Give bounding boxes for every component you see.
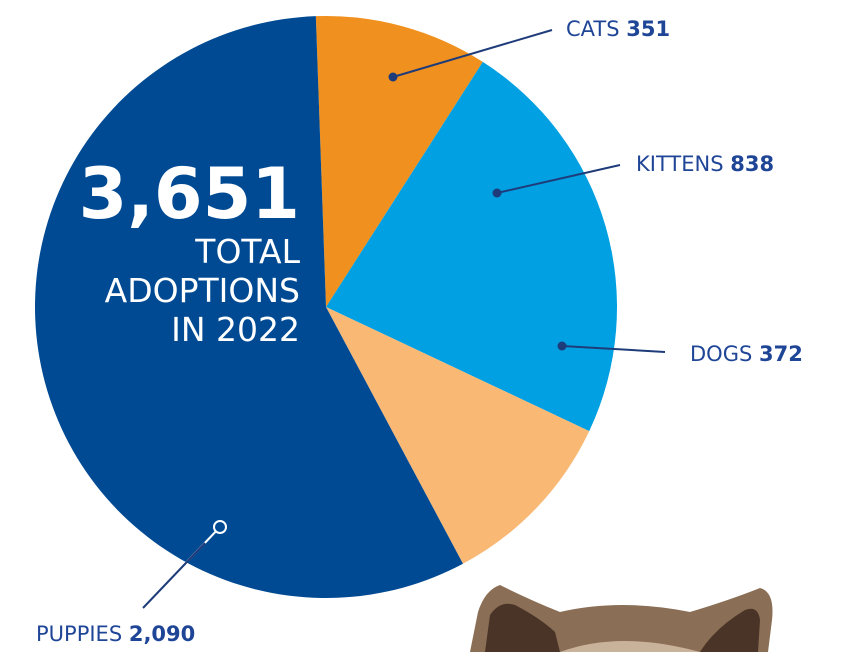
value-label: 372 xyxy=(759,342,803,366)
leader-line xyxy=(496,164,621,194)
center-text: ADOPTIONS xyxy=(105,271,300,310)
category-name: CATS xyxy=(566,17,620,41)
value-label: 838 xyxy=(730,152,774,176)
value-label: 351 xyxy=(626,17,670,41)
slice-label: PUPPIES 2,090 xyxy=(36,622,195,646)
leader-dot xyxy=(557,341,567,351)
center-text: TOTAL xyxy=(194,232,300,271)
pie xyxy=(35,15,617,599)
value-label: 2,090 xyxy=(129,622,195,646)
category-name: DOGS xyxy=(690,342,752,366)
slice-label: DOGS 372 xyxy=(690,342,803,366)
leader-line xyxy=(561,345,666,353)
category-name: PUPPIES xyxy=(36,622,122,646)
slice xyxy=(315,15,483,307)
center-value: 3,651 xyxy=(79,153,300,235)
slice-label: CATS 351 xyxy=(566,17,670,41)
cat-photo xyxy=(470,585,773,652)
slice-label: KITTENS 838 xyxy=(636,152,774,176)
leader-dot xyxy=(388,72,398,82)
category-name: KITTENS xyxy=(636,152,724,176)
leader-line xyxy=(392,29,553,78)
leader-dot xyxy=(213,520,227,534)
slice xyxy=(326,61,617,432)
labels: CATS 351 KITTENS 838 DOGS 372 PUPPIES 2,090 xyxy=(36,17,803,646)
slice xyxy=(35,16,463,599)
leader-dot xyxy=(492,188,502,198)
slice xyxy=(326,307,590,564)
center-text: IN 2022 xyxy=(171,310,300,349)
leader-line xyxy=(142,542,206,609)
